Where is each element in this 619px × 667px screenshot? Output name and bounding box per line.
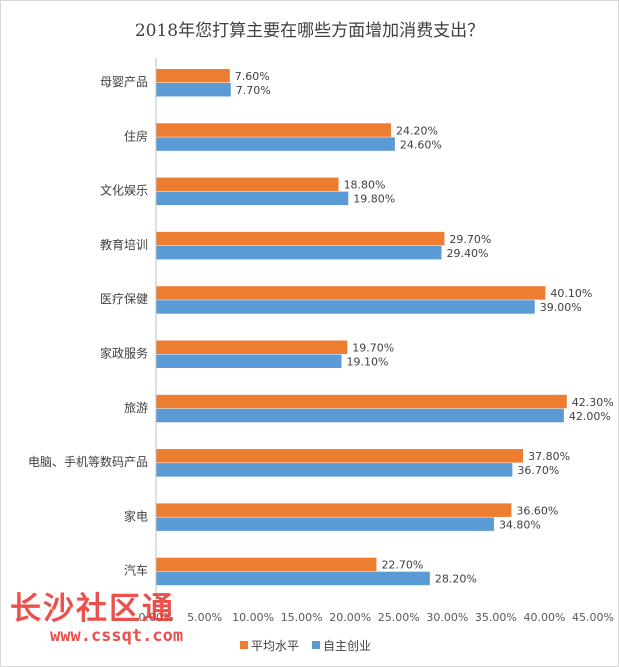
- bar-self-employed: [156, 408, 564, 423]
- watermark: 长沙社区通 www.cssqt.com: [10, 592, 183, 646]
- bar-value-label: 34.80%: [499, 518, 541, 531]
- bar-self-employed: [156, 463, 513, 477]
- bar-average: [156, 177, 339, 192]
- category-label: 电脑、手机等数码产品: [28, 454, 148, 469]
- bar-self-employed: [156, 137, 395, 151]
- bar-value-label: 40.10%: [550, 287, 592, 300]
- bar-value-label: 28.20%: [435, 573, 477, 586]
- watermark-url: www.cssqt.com: [50, 626, 184, 646]
- x-tick-label: 5.00%: [187, 611, 222, 624]
- category-label: 文化娱乐: [100, 183, 148, 198]
- category-label: 母婴产品: [100, 75, 148, 89]
- bar-self-employed: [156, 83, 231, 97]
- legend: 平均水平 自主创业: [240, 639, 371, 653]
- bar-value-label: 7.70%: [236, 84, 271, 97]
- bar-value-label: 18.80%: [344, 179, 386, 192]
- bar-value-label: 36.60%: [516, 504, 558, 517]
- category-label: 家电: [124, 508, 148, 523]
- bar-average: [156, 449, 524, 463]
- bar-average: [156, 69, 230, 83]
- bar-value-label: 37.80%: [528, 450, 570, 463]
- x-tick-label: 15.00%: [281, 611, 323, 624]
- bar-value-label: 24.20%: [396, 124, 438, 137]
- x-tick-label: 45.00%: [572, 611, 614, 624]
- chart-title: 2018年您打算主要在哪些方面增加消费支出？: [134, 21, 485, 41]
- legend-label: 自主创业: [323, 639, 371, 653]
- bar-self-employed: [156, 300, 535, 314]
- legend-label: 平均水平: [251, 639, 299, 653]
- category-label: 家政服务: [100, 346, 148, 361]
- data-labels: 7.60%7.70% 24.20%24.60% 18.80%19.80% 29.70%…: [235, 70, 614, 586]
- watermark-text: 长沙社区通: [10, 591, 175, 627]
- bar-average: [156, 286, 546, 300]
- legend-swatch: [240, 641, 248, 649]
- x-tick-label: 40.00%: [523, 611, 565, 624]
- legend-swatch: [312, 641, 320, 649]
- bar-value-label: 19.80%: [353, 193, 395, 206]
- bar-value-label: 24.60%: [400, 138, 442, 151]
- bars: [156, 69, 567, 586]
- bar-value-label: 19.10%: [346, 356, 388, 369]
- x-tick-label: 20.00%: [329, 611, 371, 624]
- x-tick-label: 10.00%: [232, 611, 274, 624]
- bar-value-label: 7.60%: [235, 70, 270, 83]
- bar-average: [156, 394, 567, 409]
- bar-value-label: 29.40%: [447, 247, 489, 260]
- bar-self-employed: [156, 245, 442, 260]
- x-tick-labels: 0.00% 5.00% 10.00% 15.00% 20.00% 25.00% 30.00%…: [139, 611, 614, 624]
- x-tick-label: 25.00%: [378, 611, 420, 624]
- x-tick-label: 35.00%: [475, 611, 517, 624]
- bar-value-label: 42.30%: [572, 396, 614, 409]
- category-label: 医疗保健: [100, 292, 148, 306]
- bar-self-employed: [156, 191, 349, 206]
- bar-self-employed: [156, 517, 494, 531]
- category-label: 教育培训: [100, 237, 148, 252]
- bar-self-employed: [156, 571, 430, 586]
- bar-average: [156, 503, 512, 517]
- bar-value-label: 19.70%: [352, 342, 394, 355]
- bar-value-label: 39.00%: [540, 301, 582, 314]
- x-tick-label: 0.00%: [139, 611, 174, 624]
- bar-value-label: 29.70%: [449, 233, 491, 246]
- category-label: 汽车: [124, 563, 148, 578]
- bar-value-label: 36.70%: [517, 464, 559, 477]
- bar-average: [156, 123, 392, 137]
- category-label: 旅游: [124, 401, 148, 415]
- bar-average: [156, 557, 377, 572]
- bar-value-label: 22.70%: [381, 559, 423, 572]
- bar-self-employed: [156, 354, 342, 368]
- category-label: 住房: [124, 128, 148, 143]
- bar-value-label: 42.00%: [569, 410, 611, 423]
- bar-average: [156, 231, 445, 246]
- bar-average: [156, 340, 348, 354]
- x-tick-label: 30.00%: [426, 611, 468, 624]
